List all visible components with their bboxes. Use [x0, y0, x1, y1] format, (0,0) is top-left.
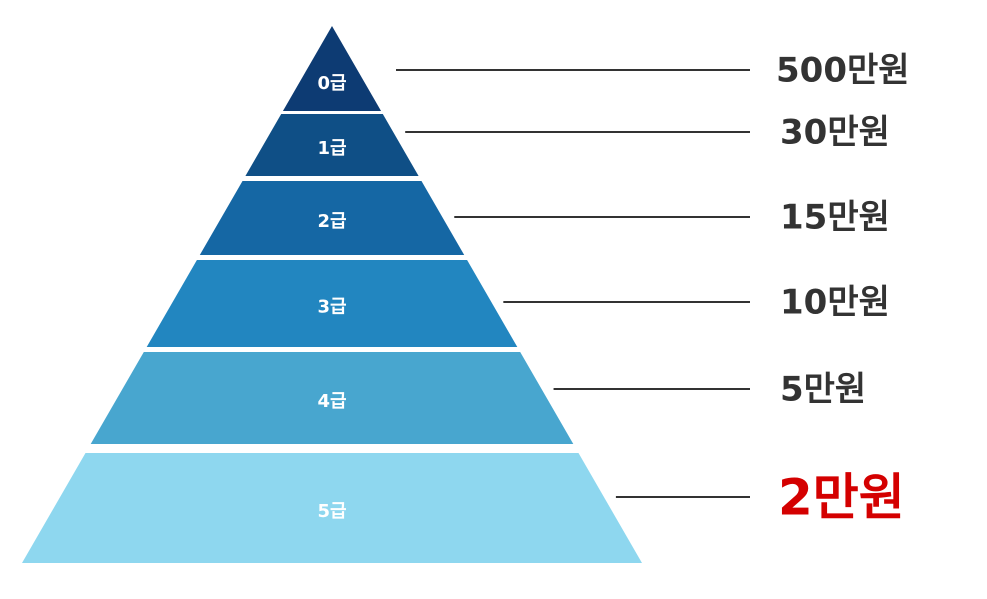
- pyramid-band-3: [146, 260, 518, 347]
- grade-label-5: 5급: [317, 501, 346, 522]
- pyramid-band-2: [199, 181, 465, 255]
- grade-label-1: 1급: [317, 138, 346, 159]
- pyramid-band-0: [282, 26, 382, 111]
- grade-label-4: 4급: [317, 391, 346, 412]
- grade-label-3: 3급: [317, 297, 346, 318]
- amount-label-1: 30만원: [780, 113, 890, 153]
- amount-label-4: 5만원: [780, 370, 866, 410]
- amount-label-5: 2만원: [778, 469, 905, 527]
- pyramid-band-5: [22, 453, 642, 563]
- grade-label-0: 0급: [317, 73, 346, 94]
- pyramid-band-1: [245, 114, 419, 176]
- amount-label-2: 15만원: [780, 198, 890, 238]
- amount-label-3: 10만원: [780, 283, 890, 323]
- pyramid-band-4: [90, 352, 574, 444]
- amount-label-0: 500만원: [776, 51, 910, 91]
- grade-label-2: 2급: [317, 211, 346, 232]
